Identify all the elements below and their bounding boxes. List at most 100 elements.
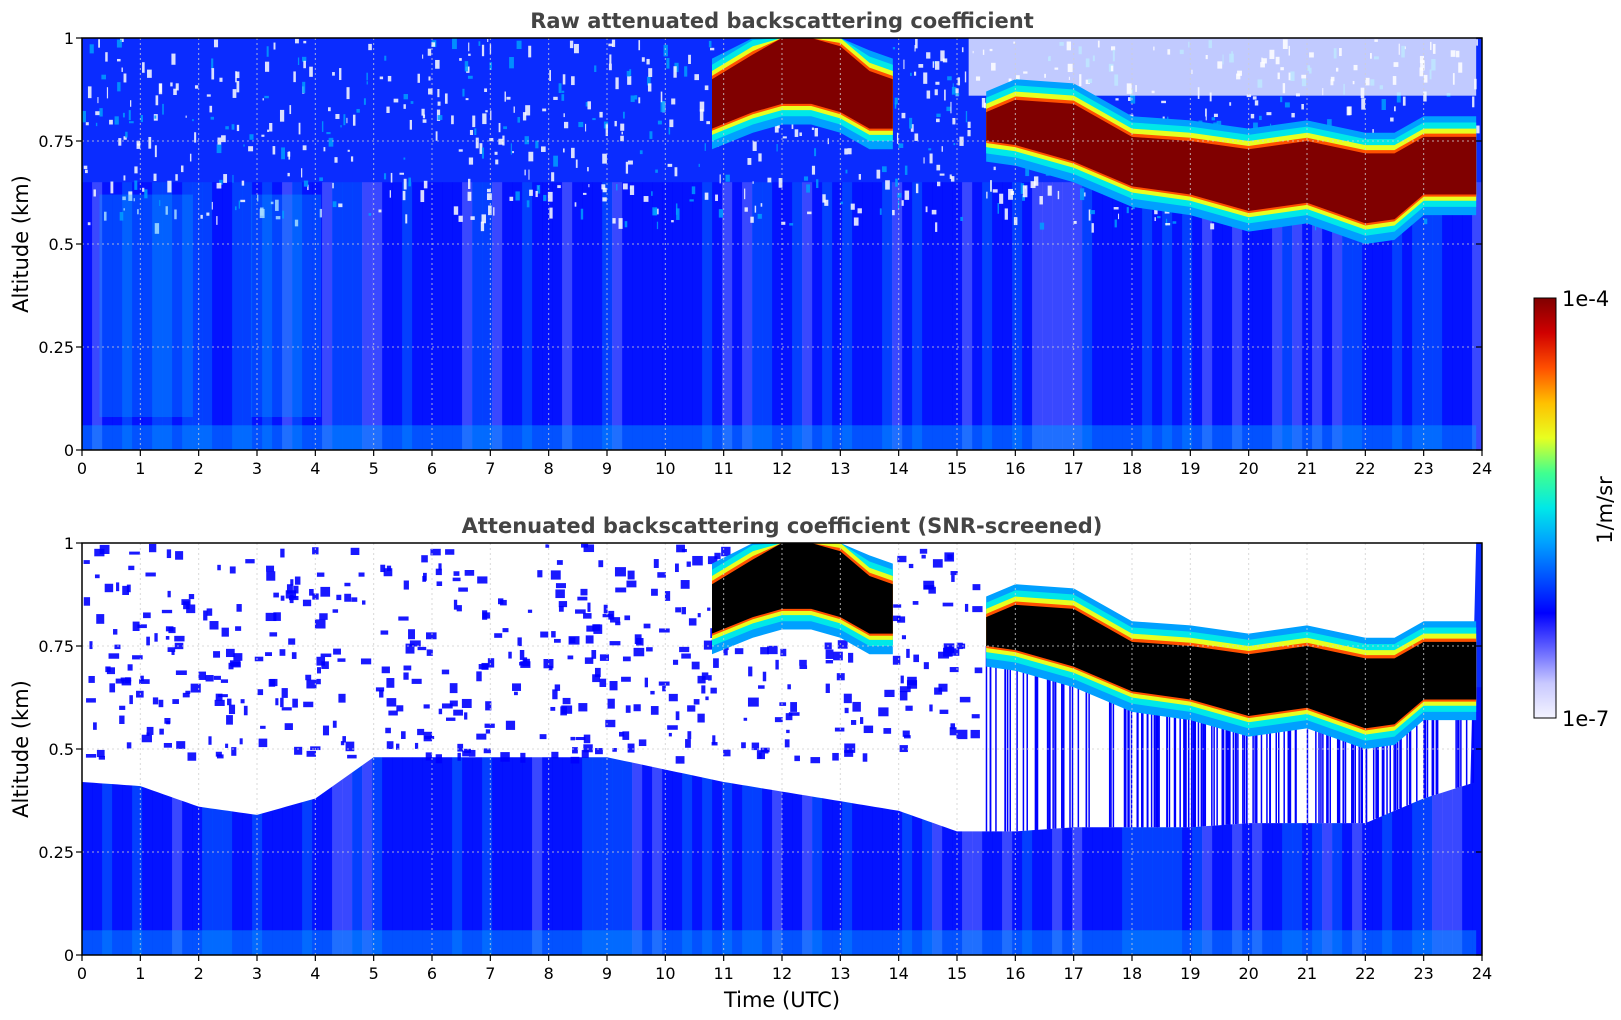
heat-retained-patch	[751, 742, 760, 751]
heat-speckle	[264, 61, 270, 72]
heat-retained-patch	[333, 648, 341, 655]
heat-retained-patch	[553, 638, 561, 643]
heat-speckle	[431, 42, 436, 47]
heat-retained-patch	[461, 698, 472, 708]
heat-speckle	[343, 114, 346, 126]
heat-speckle	[624, 221, 628, 228]
heat-band	[1402, 182, 1413, 450]
heat-retained-patch	[120, 677, 132, 682]
heat-retained-patch	[175, 670, 187, 675]
heat-retained-patch	[633, 647, 645, 657]
heat-speckle	[894, 102, 897, 109]
heat-retained-patch	[314, 619, 326, 629]
heat-speckle	[1004, 208, 1008, 220]
heat-retained-patch	[558, 601, 568, 608]
heat-speckle	[553, 96, 558, 100]
heat-aerosol-column	[99, 194, 193, 418]
heat-retained-patch	[760, 647, 770, 655]
heat-band	[942, 182, 953, 450]
heat-band	[292, 182, 303, 450]
panel2-y-ticks: 0 0.25 0.5 0.75 1	[38, 534, 1482, 965]
heat-speckle	[319, 208, 322, 218]
heat-retained-patch	[386, 678, 395, 688]
heat-speckle	[210, 116, 214, 120]
heat-band	[392, 687, 403, 955]
heat-speckle	[923, 157, 925, 164]
heat-retained-patch	[214, 699, 225, 706]
heat-speckle	[465, 98, 469, 101]
heat-speckle	[326, 132, 331, 135]
heat-speckle	[605, 124, 608, 137]
heat-speckle	[799, 132, 802, 137]
heat-speckle	[173, 88, 177, 96]
heat-band	[402, 687, 413, 955]
x-tick-label: 2	[194, 964, 204, 983]
heat-band	[1032, 182, 1043, 450]
heat-retained-patch	[239, 738, 243, 745]
heat-speckle	[1266, 112, 1272, 116]
heat-speckle	[897, 192, 902, 198]
heat-speckle	[142, 62, 145, 73]
heat-band	[672, 182, 683, 450]
heat-retained-patch	[610, 617, 621, 623]
heat-band	[742, 687, 753, 955]
heat-retained-patch	[203, 610, 208, 621]
heat-retained-patch	[612, 748, 617, 752]
heat-speckle	[387, 75, 392, 82]
heat-retained-patch	[225, 743, 229, 748]
heat-retained-patch	[651, 588, 658, 596]
heat-speckle	[651, 191, 653, 196]
heat-speckle	[1259, 115, 1262, 121]
heat-retained-patch	[956, 642, 963, 650]
heat-speckle	[249, 134, 254, 140]
heat-speckle	[393, 98, 399, 103]
heat-speckle	[235, 71, 240, 79]
heat-speckle	[671, 220, 674, 223]
heat-band	[732, 182, 743, 450]
heat-retained-patch	[281, 688, 288, 698]
heat-retained-patch	[342, 736, 346, 743]
heat-band	[952, 182, 963, 450]
heat-retained-patch	[675, 756, 685, 764]
panel2-title: Attenuated backscattering coefficient (S…	[462, 514, 1103, 538]
heat-retained-patch	[701, 685, 706, 694]
heat-band	[932, 182, 943, 450]
heat-speckle	[999, 193, 1004, 204]
heat-retained-patch	[852, 701, 861, 712]
heat-retained-patch	[974, 667, 983, 674]
heat-retained-patch	[292, 698, 298, 708]
heat-retained-patch	[779, 702, 787, 706]
heat-speckle	[123, 73, 127, 83]
heat-retained-patch	[500, 599, 507, 606]
x-tick-label: 4	[310, 459, 320, 478]
heat-band	[1282, 182, 1293, 450]
x-tick-label: 7	[485, 964, 495, 983]
heat-retained-patch	[787, 684, 791, 690]
heat-retained-patch	[970, 729, 980, 739]
heat-retained-patch	[681, 607, 686, 615]
heat-retained-patch	[485, 701, 492, 711]
heat-band	[162, 182, 173, 450]
heat-band	[242, 687, 253, 955]
heat-band	[862, 687, 873, 955]
heat-speckle	[614, 120, 617, 127]
heat-speckle	[147, 69, 152, 78]
heat-speckle	[498, 138, 504, 145]
heat-band	[162, 687, 173, 955]
heat-speckle	[923, 72, 928, 84]
colorbar-max-label: 1e-4	[1562, 287, 1609, 311]
heat-band	[252, 182, 263, 450]
heat-band	[322, 687, 333, 955]
heat-speckle	[171, 53, 176, 65]
heat-speckle	[403, 178, 407, 190]
heat-retained-patch	[115, 678, 125, 684]
heat-band	[532, 182, 543, 450]
heat-retained-patch	[799, 659, 807, 666]
heat-speckle	[303, 40, 307, 44]
heat-speckle	[154, 145, 157, 158]
heat-band	[582, 687, 593, 955]
heat-speckle	[332, 201, 337, 208]
heat-speckle	[1252, 96, 1257, 100]
heat-retained-patch	[908, 563, 914, 569]
heat-speckle	[561, 90, 565, 93]
